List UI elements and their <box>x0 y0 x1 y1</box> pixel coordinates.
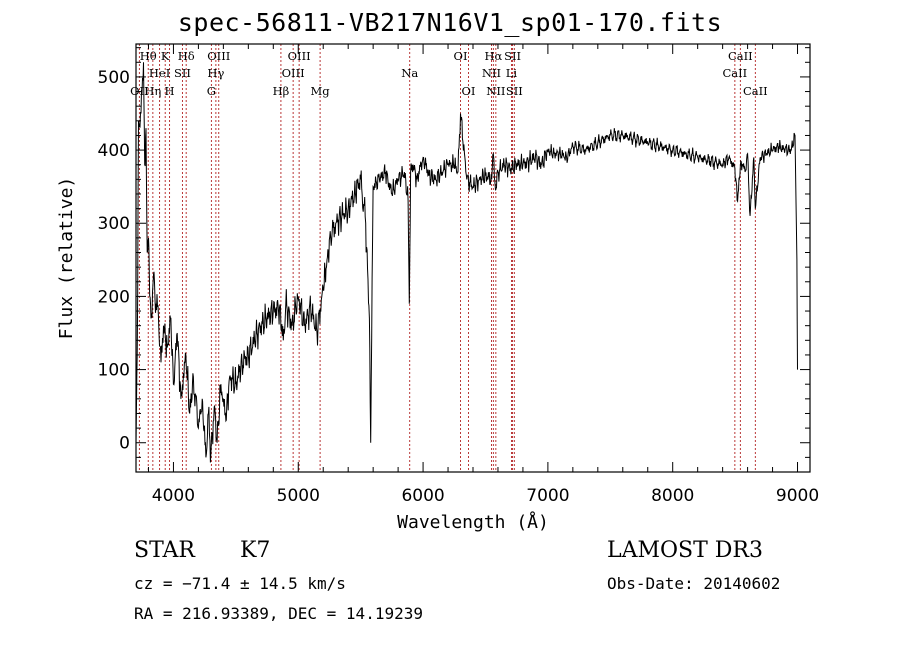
spectral-line-markers <box>138 44 756 472</box>
y-axis-label: Flux (relative) <box>56 177 77 340</box>
spectral-line-label: OIII <box>282 66 305 80</box>
coordinates: RA = 216.93389, DEC = 14.19239 <box>134 604 423 623</box>
spectral-line-label: CaII <box>728 49 753 63</box>
chart-title: spec-56811-VB217N16V1_sp01-170.fits <box>177 8 723 37</box>
spectral-line-label: SII <box>504 49 521 63</box>
spectral-line-label: Hδ <box>178 49 195 63</box>
spectral-line-label: K <box>161 49 170 63</box>
x-tick-labels: 4000 5000 6000 7000 8000 9000 <box>152 486 819 506</box>
y-tick-label: 100 <box>98 361 130 381</box>
y-tick-label: 300 <box>98 214 130 234</box>
spectral-line-label: Hγ <box>207 66 224 80</box>
object-class: STAR <box>134 538 195 563</box>
spectrum-line <box>135 62 798 463</box>
spectral-line-label: H <box>165 84 175 98</box>
spectral-line-label: Mg <box>311 84 331 98</box>
axis-ticks <box>136 44 810 472</box>
survey-name: LAMOST DR3 <box>607 538 763 563</box>
spectral-line-label: NII <box>482 66 501 80</box>
x-tick-label: 4000 <box>152 486 195 506</box>
spectral-line-label: NII <box>486 84 505 98</box>
spectral-line-label: SII <box>506 84 523 98</box>
y-tick-labels: 0 100 200 300 400 500 <box>98 68 130 454</box>
spectral-line-label: Li <box>506 66 518 80</box>
observation-date: Obs-Date: 20140602 <box>607 574 781 593</box>
spectral-line-label: G <box>207 84 216 98</box>
y-tick-label: 0 <box>119 434 130 454</box>
x-axis-label: Wavelength (Å) <box>397 511 549 533</box>
object-subclass: K7 <box>240 538 271 563</box>
spectrum-series <box>135 62 798 463</box>
plot-frame <box>135 43 811 473</box>
spectral-line-label: CaII <box>722 66 747 80</box>
spectral-line-label: HeI <box>149 66 170 80</box>
spectral-line-label: OIII <box>207 49 230 63</box>
spectral-line-label: OI <box>462 84 476 98</box>
spectral-line-label: SII <box>174 66 191 80</box>
spectral-line-label: Hβ <box>273 84 290 98</box>
spectral-line-label: Hη <box>144 84 161 98</box>
x-tick-label: 9000 <box>776 486 819 506</box>
y-tick-label: 200 <box>98 287 130 307</box>
x-tick-label: 6000 <box>401 486 444 506</box>
spectral-line-label: Hα <box>484 49 502 63</box>
spectral-line-label: OI <box>454 49 468 63</box>
x-tick-label: 7000 <box>526 486 569 506</box>
redshift-cz: cz = −71.4 ± 14.5 km/s <box>134 574 346 593</box>
spectral-line-label: Na <box>401 66 418 80</box>
spectral-line-label: OIII <box>288 49 311 63</box>
y-tick-label: 500 <box>98 68 130 88</box>
spectral-line-label: CaII <box>743 84 768 98</box>
x-tick-label: 8000 <box>651 486 694 506</box>
x-tick-label: 5000 <box>277 486 320 506</box>
spectral-line-label: Hθ <box>140 49 157 63</box>
y-tick-label: 400 <box>98 141 130 161</box>
